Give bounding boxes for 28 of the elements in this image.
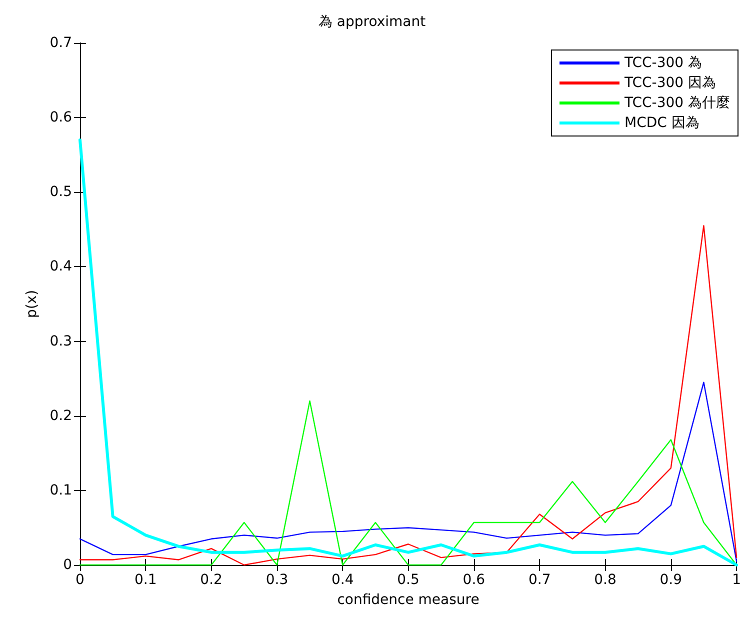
legend-label: TCC-300 為什麼 bbox=[623, 95, 730, 111]
x-axis-title: confidence measure bbox=[337, 592, 480, 608]
y-tick-label: 0.5 bbox=[50, 184, 72, 200]
x-tick-label: 0.4 bbox=[331, 572, 354, 588]
x-tick-label: 0.9 bbox=[660, 572, 682, 588]
chart-title: 為 approximant bbox=[318, 14, 426, 30]
y-tick-label: 0.7 bbox=[50, 35, 72, 51]
line-series bbox=[79, 225, 738, 566]
y-tick-label: 0.3 bbox=[50, 333, 72, 350]
legend-label: TCC-300 為 bbox=[623, 55, 702, 71]
legend-label: MCDC 因為 bbox=[624, 115, 700, 131]
legend-label: TCC-300 因為 bbox=[623, 75, 716, 91]
line-series bbox=[78, 138, 738, 566]
x-tick-label: 0 bbox=[76, 572, 84, 588]
y-tick-label: 0.2 bbox=[50, 408, 72, 424]
y-tick-label: 0 bbox=[63, 557, 72, 573]
x-tick-label: 1 bbox=[732, 572, 742, 588]
x-tick-label: 0.3 bbox=[266, 572, 288, 588]
x-tick-label: 0.8 bbox=[594, 572, 616, 588]
x-tick-label: 0.7 bbox=[528, 572, 551, 588]
y-tick-label: 0.6 bbox=[50, 110, 72, 126]
y-tick-label: 0.1 bbox=[50, 482, 72, 498]
y-tick-label: 0.4 bbox=[50, 258, 72, 275]
x-tick-label: 0.6 bbox=[462, 572, 486, 588]
y-axis-title: p(x) bbox=[24, 290, 40, 318]
x-tick-label: 0.2 bbox=[200, 572, 222, 588]
x-tick-label: 0.5 bbox=[397, 572, 420, 588]
x-tick-label: 0.1 bbox=[134, 572, 157, 588]
